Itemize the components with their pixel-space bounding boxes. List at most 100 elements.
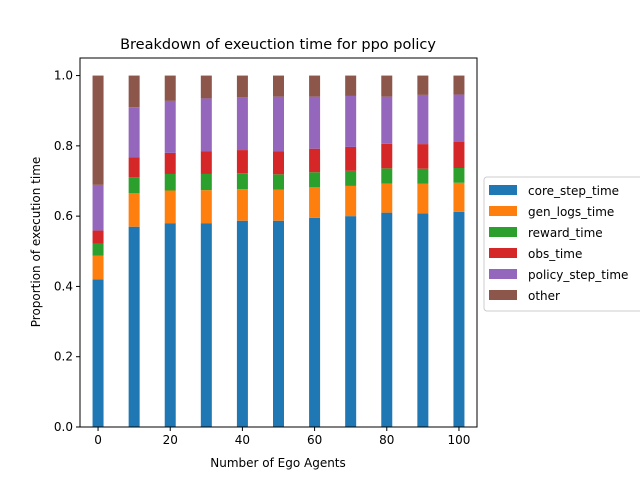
y-tick-label: 0.0 bbox=[54, 420, 73, 434]
bar-obs-time-80 bbox=[381, 143, 393, 169]
y-tick-label: 0.8 bbox=[54, 139, 73, 153]
bar-core-step-time-100 bbox=[453, 211, 465, 427]
bar-obs-time-60 bbox=[309, 148, 321, 173]
bar-policy-step-time-60 bbox=[309, 96, 321, 149]
legend: core_step_time gen_logs_time reward_timeob… bbox=[483, 176, 640, 312]
bar-policy-step-time-10 bbox=[128, 107, 140, 158]
bar-core-step-time-30 bbox=[200, 223, 212, 427]
bar-obs-time-10 bbox=[128, 157, 140, 178]
x-tick-label: 60 bbox=[307, 433, 322, 447]
bar-other-10 bbox=[128, 75, 140, 108]
legend-label-gen-logs-time: gen_logs_time bbox=[528, 205, 614, 219]
bar-gen-logs-time-20 bbox=[164, 190, 176, 224]
bar-gen-logs-time-0 bbox=[92, 255, 104, 280]
legend-frame bbox=[483, 176, 640, 312]
bar-other-90 bbox=[417, 75, 429, 95]
bar-policy-step-time-100 bbox=[453, 94, 465, 142]
bar-policy-step-time-50 bbox=[273, 96, 284, 152]
bar-policy-step-time-80 bbox=[381, 96, 393, 144]
legend-label-core-step-time: core_step_time bbox=[528, 184, 619, 198]
bar-gen-logs-time-100 bbox=[453, 182, 465, 212]
x-tick-label: 20 bbox=[163, 433, 178, 447]
bar-gen-logs-time-90 bbox=[417, 183, 429, 214]
y-tick-label: 0.4 bbox=[54, 279, 73, 293]
bar-gen-logs-time-80 bbox=[381, 183, 393, 213]
bar-obs-time-30 bbox=[200, 151, 212, 174]
bar-core-step-time-40 bbox=[236, 220, 248, 427]
legend-swatch-other bbox=[489, 290, 517, 300]
bar-reward-time-60 bbox=[309, 172, 321, 188]
legend-swatch-obs-time bbox=[489, 248, 517, 258]
y-tick-label: 1.0 bbox=[54, 69, 73, 83]
plot-frame bbox=[79, 57, 478, 428]
legend-label-policy-step-time: policy_step_time bbox=[528, 268, 628, 282]
bar-other-50 bbox=[273, 75, 284, 97]
y-tick-label: 0.6 bbox=[54, 209, 73, 223]
legend-swatch-policy-step-time bbox=[489, 269, 517, 279]
legend-label-obs-time: obs_time bbox=[528, 247, 582, 261]
bars-layer bbox=[92, 75, 465, 427]
bar-core-step-time-70 bbox=[345, 216, 357, 427]
bar-gen-logs-time-10 bbox=[128, 193, 140, 227]
bar-reward-time-10 bbox=[128, 177, 140, 194]
bar-policy-step-time-70 bbox=[345, 95, 357, 147]
ticks-layer: 0 20 40 60 80 100 0.0 0.2 0.4 0.6 0.8 1.0 bbox=[54, 69, 471, 447]
bar-gen-logs-time-70 bbox=[345, 185, 357, 217]
bar-obs-time-0 bbox=[92, 230, 104, 244]
y-axis-label: Proportion of execution time bbox=[29, 157, 43, 328]
x-tick-label: 0 bbox=[94, 433, 102, 447]
bar-reward-time-70 bbox=[345, 170, 357, 186]
bar-other-0 bbox=[92, 75, 104, 185]
bar-reward-time-100 bbox=[453, 168, 465, 183]
bar-reward-time-90 bbox=[417, 168, 429, 184]
bar-reward-time-30 bbox=[200, 173, 212, 191]
bar-core-step-time-10 bbox=[128, 226, 140, 427]
bar-reward-time-80 bbox=[381, 168, 393, 184]
bar-reward-time-20 bbox=[164, 173, 176, 191]
bar-other-60 bbox=[309, 75, 321, 97]
bar-gen-logs-time-40 bbox=[236, 189, 248, 221]
bar-gen-logs-time-50 bbox=[273, 189, 284, 221]
legend-label-other: other bbox=[528, 289, 560, 303]
x-tick-label: 100 bbox=[448, 433, 471, 447]
bar-reward-time-0 bbox=[92, 243, 104, 256]
bar-policy-step-time-30 bbox=[200, 98, 212, 152]
chart-title: Breakdown of exeuction time for ppo poli… bbox=[120, 37, 436, 53]
bar-gen-logs-time-30 bbox=[200, 190, 212, 224]
bar-obs-time-90 bbox=[417, 144, 429, 169]
x-tick-label: 40 bbox=[235, 433, 250, 447]
bar-policy-step-time-40 bbox=[236, 97, 248, 151]
legend-label-reward-time: reward_time bbox=[528, 226, 603, 240]
bar-obs-time-20 bbox=[164, 152, 176, 174]
bar-core-step-time-20 bbox=[164, 223, 176, 427]
bar-policy-step-time-20 bbox=[164, 100, 176, 153]
bar-core-step-time-90 bbox=[417, 213, 429, 427]
bar-obs-time-40 bbox=[236, 150, 248, 174]
bar-core-step-time-60 bbox=[309, 217, 321, 427]
bar-reward-time-40 bbox=[236, 173, 248, 190]
bar-core-step-time-80 bbox=[381, 212, 393, 427]
y-tick-label: 0.2 bbox=[54, 350, 73, 364]
bar-core-step-time-50 bbox=[273, 220, 284, 427]
bar-other-20 bbox=[164, 75, 176, 101]
bar-gen-logs-time-60 bbox=[309, 187, 321, 218]
x-tick-label: 80 bbox=[379, 433, 394, 447]
axes-layer bbox=[79, 57, 478, 428]
bar-other-40 bbox=[236, 75, 248, 98]
bar-other-80 bbox=[381, 75, 393, 97]
bar-obs-time-50 bbox=[273, 151, 284, 175]
bar-other-70 bbox=[345, 75, 357, 96]
bar-reward-time-50 bbox=[273, 174, 284, 190]
bar-other-100 bbox=[453, 75, 465, 95]
legend-swatch-core-step-time bbox=[489, 185, 517, 195]
legend-swatch-reward-time bbox=[489, 227, 517, 237]
x-axis-label: Number of Ego Agents bbox=[210, 456, 346, 470]
bar-obs-time-70 bbox=[345, 146, 357, 171]
bar-policy-step-time-90 bbox=[417, 94, 429, 145]
legend-swatch-gen-logs-time bbox=[489, 206, 517, 216]
bar-obs-time-100 bbox=[453, 141, 465, 168]
bar-policy-step-time-0 bbox=[92, 184, 104, 231]
bar-core-step-time-0 bbox=[92, 279, 104, 427]
